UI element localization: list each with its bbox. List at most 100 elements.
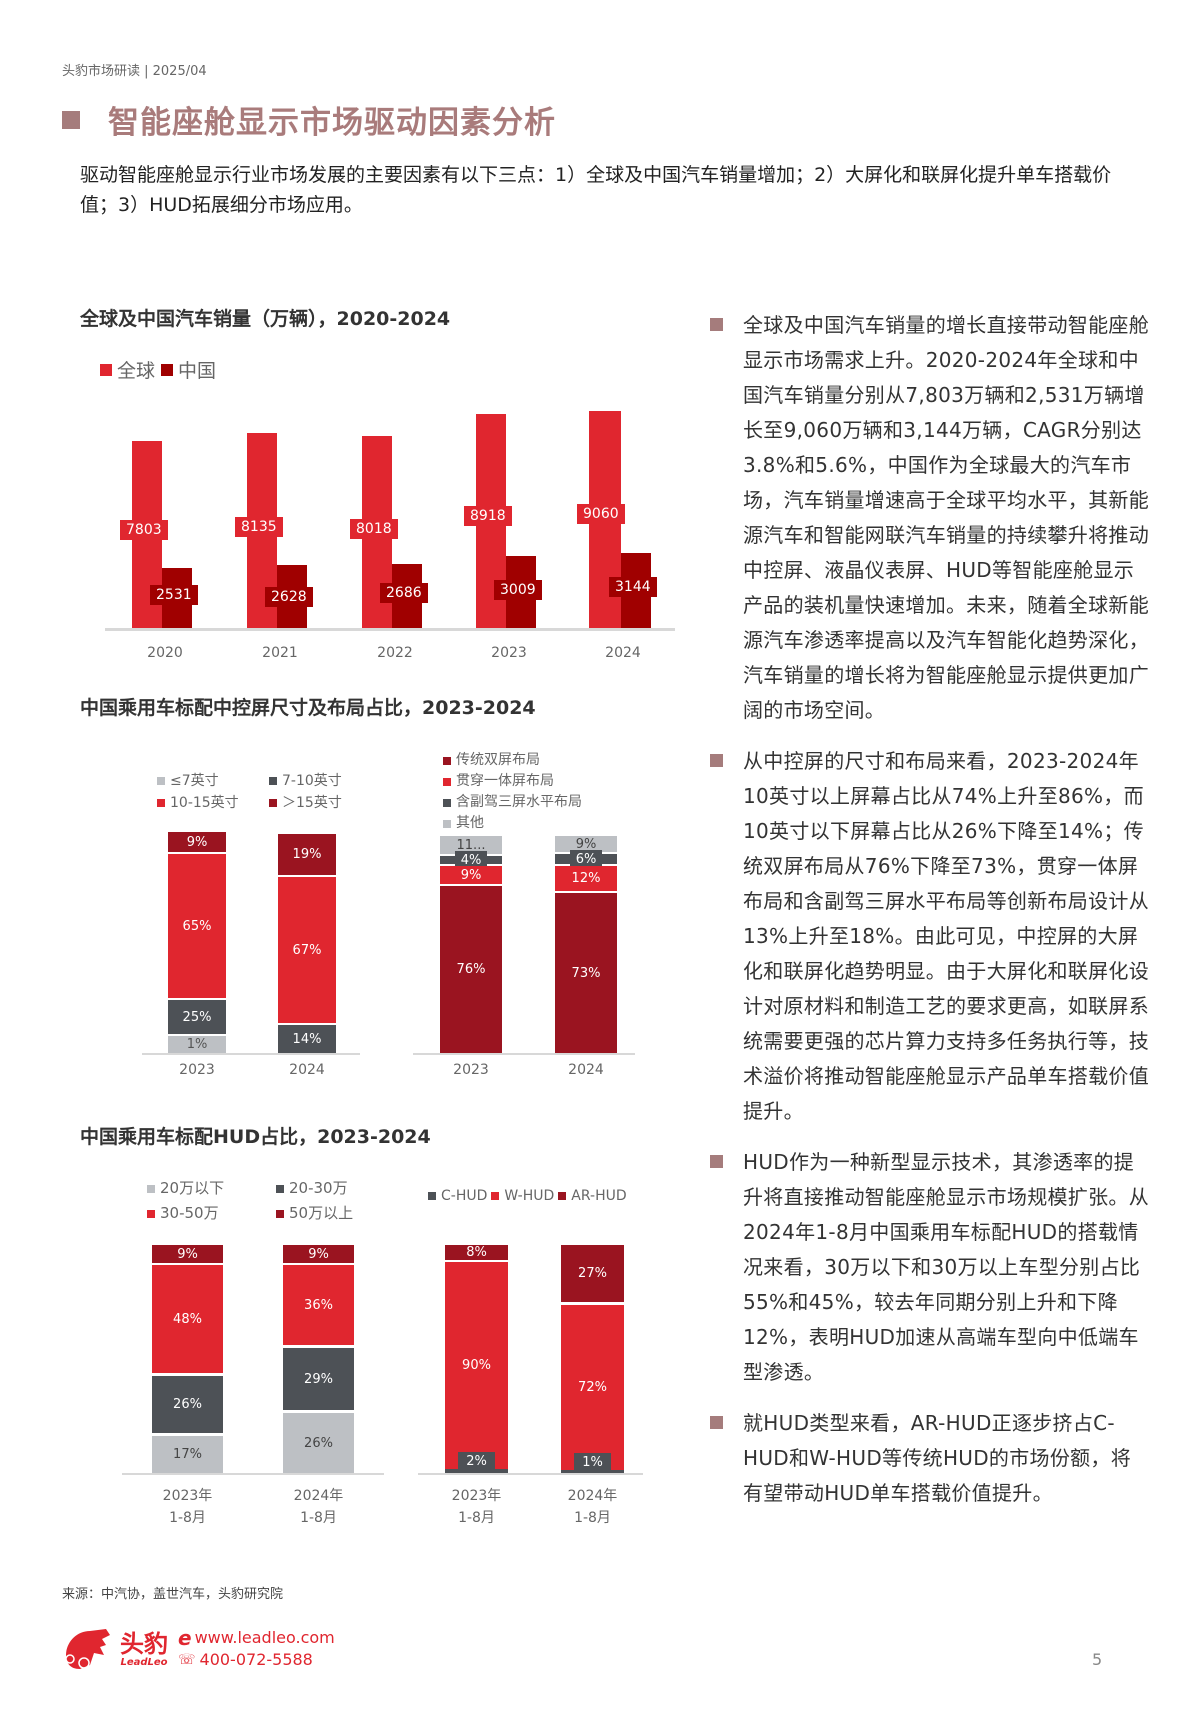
stacked-bar-size-2023: 9% 65% 25% 1% [168, 832, 226, 1053]
legend-layout-integrated: 贯穿一体屏布局 [456, 773, 554, 789]
seg-price-2023-gt50: 9% [152, 1245, 223, 1263]
phone-number: 400-072-5588 [199, 1650, 313, 1669]
legend-price-20-30: 20-30万 [289, 1179, 348, 1197]
legend-layout-dual: 传统双屏布局 [456, 752, 540, 768]
label-global-2022: 8018 [350, 519, 398, 539]
seg-type-2023-arhud: 8% [445, 1245, 508, 1260]
legend-price-lt20: 20万以下 [160, 1179, 225, 1197]
chart3-type-axis [418, 1473, 643, 1475]
seg-layout-2023-triple: 4% [440, 850, 502, 870]
seg-type-2024-chud: 1% [561, 1453, 624, 1473]
website-link[interactable]: www.leadleo.com [194, 1628, 335, 1647]
seg-size-2023-7-10: 25% [168, 1000, 226, 1034]
legend-size-7-10: 7-10英寸 [282, 773, 342, 789]
chart2-layout-axis [413, 1053, 635, 1055]
chart3-type-legend: C-HUD W-HUD AR-HUD [428, 1188, 641, 1204]
xlabel-layout-2023: 2023 [453, 1062, 489, 1078]
seg-type-2024-arhud: 27% [561, 1245, 624, 1302]
web-e-icon: e [178, 1626, 192, 1650]
label-china-2024: 3144 [609, 577, 657, 597]
page-title-text: 智能座舱显示市场驱动因素分析 [108, 105, 556, 141]
bullet-square-icon [710, 318, 723, 331]
legend-type-arhud: AR-HUD [571, 1188, 627, 1204]
chart1-legend: 全球 中国 [100, 356, 230, 383]
stacked-bar-layout-2024: 9% 6% 12% 73% [555, 836, 617, 1053]
chart1-plot: 7803 2531 8135 2628 8018 2686 8918 3009 … [0, 0, 700, 680]
page-number: 5 [1092, 1650, 1103, 1669]
label-global-2020: 7803 [120, 520, 168, 540]
legend-type-chud: C-HUD [441, 1188, 488, 1204]
label-china-2021: 2628 [265, 587, 313, 607]
seg-size-2023-10-15: 65% [168, 854, 226, 998]
seg-type-2023-chud: 2% [445, 1451, 508, 1473]
bullet-square-icon [710, 1416, 723, 1429]
seg-layout-2024-other: 9% [555, 836, 617, 852]
label-china-2023: 3009 [494, 580, 542, 600]
seg-size-2023-gt15: 9% [168, 832, 226, 852]
chart2-size-axis [142, 1053, 360, 1055]
seg-layout-2024-dual: 73% [555, 893, 617, 1053]
seg-layout-2024-integrated: 12% [555, 866, 617, 891]
page-title: 智能座舱显示市场驱动因素分析 [62, 97, 556, 142]
seg-size-2024-gt15: 19% [278, 834, 336, 875]
legend-size-gt15: ＞15英寸 [282, 795, 342, 811]
legend-layout-triple: 含副驾三屏水平布局 [456, 794, 582, 810]
stacked-bar-price-2024: 9% 36% 29% 26% [283, 1245, 354, 1473]
legend-label-china: 中国 [178, 360, 217, 382]
source-note: 来源：中汽协，盖世汽车，头豹研究院 [62, 1587, 284, 1602]
chart3-price-axis [122, 1473, 384, 1475]
bullet-screen-size: 从中控屏的尺寸和布局来看，2023-2024年10英寸以上屏幕占比从74%上升至… [710, 744, 1150, 1129]
label-global-2024: 9060 [577, 504, 625, 524]
seg-layout-2024-triple: 6% [555, 849, 617, 869]
seg-type-2024-whud: 72% [561, 1305, 624, 1470]
bullet-hud-type: 就HUD类型来看，AR-HUD正逐步挤占C-HUD和W-HUD等传统HUD的市场… [710, 1406, 1150, 1511]
legend-swatch-global [100, 363, 112, 376]
seg-layout-2023-integrated: 9% [440, 866, 502, 884]
bullet-hud-penetration: HUD作为一种新型显示技术，其渗透率的提升将直接推动智能座舱显示市场规模扩张。从… [710, 1145, 1150, 1390]
leopard-logo-icon [65, 1629, 110, 1669]
xlabel-2024: 2024 [605, 645, 641, 661]
phone-icon: ☏ [178, 1652, 196, 1668]
seg-price-2024-30-50: 36% [283, 1265, 354, 1345]
seg-size-2023-le7: 1% [168, 1036, 226, 1053]
label-global-2023: 8918 [464, 506, 512, 526]
footer-logo: 头豹 LeadLeo e www.leadleo.com ☏ 400-072-5… [60, 1625, 335, 1673]
legend-layout-other: 其他 [456, 815, 484, 831]
legend-price-gt50: 50万以上 [289, 1204, 354, 1222]
xlabel-2020: 2020 [147, 645, 183, 661]
xlabel-2021: 2021 [262, 645, 298, 661]
bullet-square-icon [710, 754, 723, 767]
xlabel-layout-2024: 2024 [568, 1062, 604, 1078]
xlabel-2023: 2023 [491, 645, 527, 661]
legend-label-global: 全球 [117, 360, 156, 382]
seg-price-2024-gt50: 9% [283, 1245, 354, 1263]
seg-type-2023-whud: 90% [445, 1262, 508, 1469]
bullet-square-icon [710, 1155, 723, 1168]
stacked-bar-type-2024: 27% 72% 1% [561, 1245, 624, 1473]
legend-size-10-15: 10-15英寸 [170, 795, 239, 811]
analysis-bullets: 全球及中国汽车销量的增长直接带动智能座舱显示市场需求上升。2020-2024年全… [710, 308, 1150, 1527]
chart1-title: 全球及中国汽车销量（万辆），2020-2024 [80, 308, 451, 330]
bullet-sales: 全球及中国汽车销量的增长直接带动智能座舱显示市场需求上升。2020-2024年全… [710, 308, 1150, 728]
title-square-icon [62, 110, 80, 129]
seg-layout-2023-dual: 76% [440, 886, 502, 1053]
stacked-bar-size-2024: 19% 67% 14% [278, 834, 336, 1053]
label-china-2022: 2686 [380, 583, 428, 603]
seg-price-2023-20-30: 26% [152, 1376, 223, 1433]
seg-price-2024-lt20: 26% [283, 1413, 354, 1473]
legend-type-whud: W-HUD [504, 1188, 555, 1204]
xlabel-size-2023: 2023 [179, 1062, 215, 1078]
label-china-2020: 2531 [150, 585, 198, 605]
chart3-price-legend: 20万以下 20-30万 30-50万 50万以上 [147, 1176, 397, 1226]
legend-price-30-50: 30-50万 [160, 1204, 219, 1222]
brand-en: LeadLeo [120, 1656, 168, 1668]
intro-paragraph: 驱动智能座舱显示行业市场发展的主要因素有以下三点：1）全球及中国汽车销量增加；2… [80, 164, 1112, 216]
seg-size-2024-7-10: 14% [278, 1025, 336, 1053]
chart1-x-axis [105, 628, 675, 631]
label-global-2021: 8135 [235, 517, 283, 537]
xlabel-size-2024: 2024 [289, 1062, 325, 1078]
brand-cn: 头豹 [120, 1629, 168, 1658]
stacked-bar-type-2023: 8% 90% 2% [445, 1245, 508, 1473]
xlabel-2022: 2022 [377, 645, 413, 661]
stacked-bar-layout-2023: 11... 4% 9% 76% [440, 836, 502, 1053]
